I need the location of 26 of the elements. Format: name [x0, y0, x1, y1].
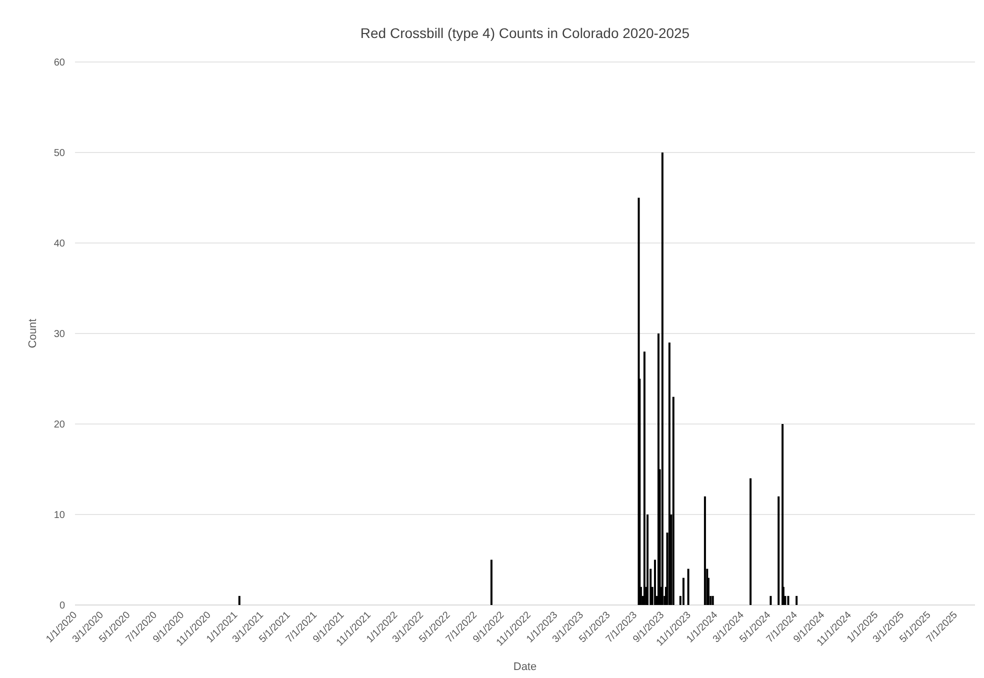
bar	[643, 352, 646, 605]
bar	[238, 596, 240, 605]
bar	[796, 596, 798, 605]
bar	[704, 496, 706, 605]
bar	[661, 152, 664, 605]
bar	[687, 568, 690, 605]
bar	[778, 496, 780, 605]
y-tick-label: 10	[54, 510, 66, 521]
x-axis-title: Date	[513, 661, 537, 673]
y-axis-title: Count	[27, 318, 39, 348]
y-tick-label: 60	[54, 58, 66, 68]
bar	[668, 342, 670, 605]
bar	[682, 578, 684, 605]
y-tick-label: 50	[54, 148, 66, 159]
y-tick-label: 30	[54, 329, 66, 340]
bar	[787, 596, 790, 605]
bar	[770, 596, 772, 605]
y-tick-label: 20	[54, 420, 66, 430]
bar	[782, 424, 784, 605]
bar	[672, 396, 674, 605]
bar	[712, 596, 714, 605]
bar	[750, 478, 752, 605]
bar	[490, 560, 492, 605]
y-tick-label: 40	[54, 238, 66, 250]
y-tick-label: 0	[59, 600, 66, 612]
chart-title: Red Crossbill (type 4) Counts in Colorado 2020-2025	[360, 25, 690, 41]
